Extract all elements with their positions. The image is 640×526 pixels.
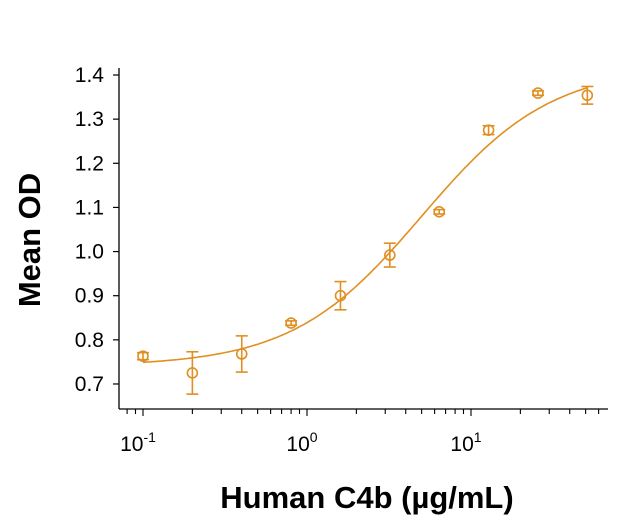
y-tick-label: 1.0 — [75, 241, 104, 264]
x-tick-base: 10 — [450, 433, 473, 456]
data-point — [482, 124, 495, 136]
axes — [118, 68, 608, 410]
data-point — [433, 206, 446, 218]
x-tick-label: 100 — [286, 429, 317, 456]
data-point — [383, 242, 396, 268]
data-point — [531, 87, 544, 99]
y-tick-label: 1.1 — [75, 196, 104, 219]
data-point — [235, 335, 248, 373]
x-axis-title: Human C4b (µg/mL) — [220, 480, 513, 515]
point-marker — [235, 348, 248, 360]
point-marker — [137, 350, 149, 362]
point-marker — [186, 367, 199, 379]
x-tick-exponent: 0 — [310, 429, 318, 445]
data-point — [581, 85, 594, 105]
data-point — [186, 350, 199, 395]
point-marker — [433, 206, 446, 218]
y-tick-label: 1.4 — [75, 64, 105, 87]
fit-curve — [142, 86, 588, 364]
y-axis-title: Mean OD — [12, 173, 47, 307]
y-tick-label: 1.2 — [75, 152, 104, 175]
point-marker — [334, 289, 347, 302]
data-point — [137, 350, 149, 362]
x-tick-label: 101 — [450, 429, 481, 456]
y-tick-label: 0.7 — [75, 373, 104, 396]
x-tick-exponent: 1 — [474, 429, 482, 445]
point-marker — [581, 89, 594, 102]
point-marker — [482, 124, 495, 136]
x-tick-base: 10 — [120, 433, 143, 456]
y-tick-label: 0.9 — [75, 285, 104, 308]
data-point — [285, 317, 298, 329]
x-tick-exponent: -1 — [143, 429, 156, 445]
point-marker — [285, 317, 297, 329]
x-tick-label: 10-1 — [120, 429, 156, 456]
y-tick-label: 0.8 — [75, 329, 104, 352]
point-marker — [532, 87, 544, 99]
y-tick-label: 1.3 — [75, 108, 104, 131]
x-tick-base: 10 — [286, 433, 309, 456]
point-marker — [384, 249, 396, 261]
data-point — [334, 280, 347, 311]
